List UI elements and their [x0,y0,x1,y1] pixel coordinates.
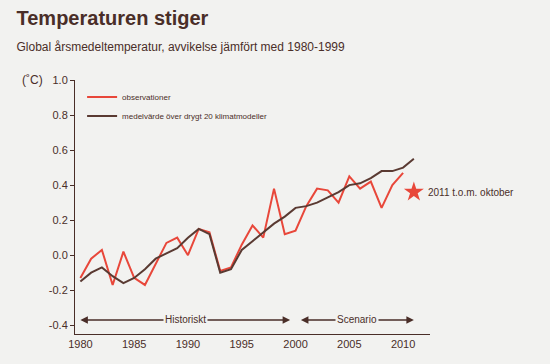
svg-text:2000: 2000 [283,338,307,350]
svg-text:2005: 2005 [337,338,361,350]
svg-text:-0.2: -0.2 [49,284,68,296]
svg-text:0.0: 0.0 [53,249,68,261]
svg-text:0.4: 0.4 [53,179,68,191]
svg-text:0.8: 0.8 [53,109,68,121]
svg-text:Temperaturen stigerGlobal årsm: Temperaturen stigerGlobal årsmedeltemper… [17,7,345,54]
svg-text:1990: 1990 [176,338,200,350]
svg-text:1.0: 1.0 [53,74,68,86]
svg-text:(˚C): (˚C) [22,73,43,87]
svg-text:Historiskt: Historiskt [165,314,206,325]
svg-text:1985: 1985 [122,338,146,350]
svg-text:1980: 1980 [68,338,92,350]
svg-text:medelvärde över drygt 20 klima: medelvärde över drygt 20 klimatmodeller [122,112,267,121]
svg-text:Scenario: Scenario [337,314,377,325]
svg-text:0.6: 0.6 [53,144,68,156]
svg-text:-0.4: -0.4 [49,319,68,331]
svg-text:1995: 1995 [229,338,253,350]
svg-text:observationer: observationer [122,93,171,102]
svg-text:2011 t.o.m. oktober: 2011 t.o.m. oktober [428,187,514,198]
svg-text:2010: 2010 [391,338,415,350]
svg-text:0.2: 0.2 [53,214,68,226]
